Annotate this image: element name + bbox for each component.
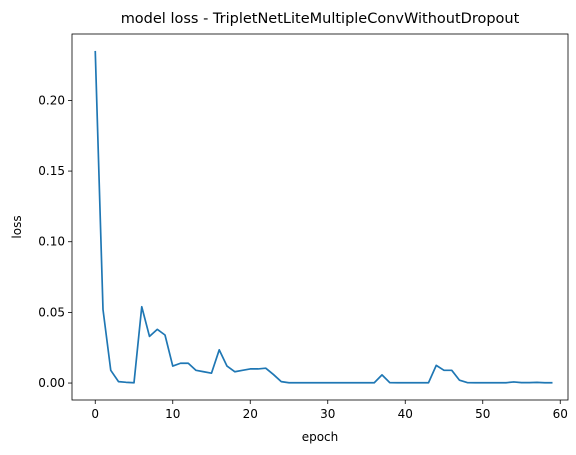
- plot-area: 0 10 20 30 40 50 60 0.00 0.05 0.10 0.15 0.20: [38, 33, 569, 421]
- x-tick-label: 10: [165, 407, 180, 421]
- x-tick-label: 0: [91, 407, 99, 421]
- y-tick-label: 0.00: [38, 376, 65, 390]
- y-tick-label: 0.20: [38, 93, 65, 107]
- x-axis-label: epoch: [302, 430, 339, 444]
- x-tick-label: 20: [243, 407, 258, 421]
- y-tick-label: 0.15: [38, 164, 65, 178]
- loss-line: [94, 50, 553, 384]
- chart-title: model loss - TripletNetLiteMultipleConvW…: [121, 11, 520, 27]
- x-tick-label: 30: [320, 407, 335, 421]
- y-axis-label: loss: [10, 215, 24, 238]
- x-tick-label: 40: [398, 407, 413, 421]
- y-tick-label: 0.05: [38, 305, 65, 319]
- y-tick-label: 0.10: [38, 235, 65, 249]
- x-tick-label: 60: [553, 407, 568, 421]
- x-tick-label: 50: [475, 407, 490, 421]
- axes-frame: [71, 33, 569, 401]
